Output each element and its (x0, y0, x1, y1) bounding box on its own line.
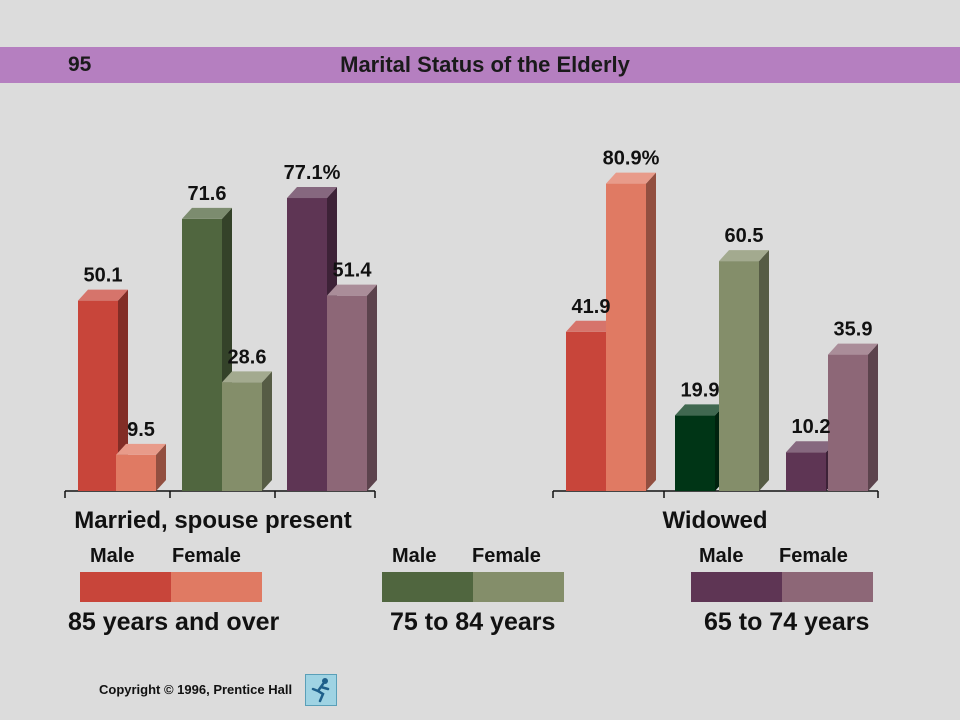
bar-side (156, 443, 166, 491)
bar-top (786, 441, 836, 453)
legend-male-label: Male (90, 545, 135, 567)
legend-female-label: Female (779, 545, 848, 567)
bar-top (116, 443, 166, 455)
bar-side (759, 250, 769, 491)
group-label: Widowed (662, 507, 767, 534)
bar-front (327, 295, 367, 491)
bar-top (182, 207, 232, 219)
legend-age-label: 65 to 74 years (704, 608, 870, 636)
legend-swatch-female (171, 572, 262, 602)
legend-75-84: Male Female 75 to 84 years (382, 545, 567, 645)
bar-top (719, 250, 769, 262)
bar-side (262, 371, 272, 491)
legend-age-label: 85 years and over (68, 608, 280, 636)
bar-front (719, 261, 759, 491)
legend-swatch-male (80, 572, 171, 602)
header-bar: 95 Marital Status of the Elderly (0, 47, 960, 83)
data-label: 28.6 (228, 346, 267, 368)
bar-side (868, 343, 878, 491)
bar-front (182, 218, 222, 492)
bar-female (606, 172, 656, 491)
legend-swatch-male (382, 572, 473, 602)
bar-top (222, 371, 272, 383)
bar-front (566, 331, 606, 491)
bar-top (566, 320, 616, 332)
bar-top (327, 284, 377, 296)
legend-male-label: Male (699, 545, 744, 567)
legend-age-label: 75 to 84 years (390, 608, 556, 636)
legend-swatch-male (691, 572, 782, 602)
bar-top (675, 404, 725, 416)
bar-side (118, 289, 128, 491)
legend-male-label: Male (392, 545, 437, 567)
bar-front (828, 354, 868, 491)
data-label: 35.9 (834, 319, 873, 341)
bar-front (606, 183, 646, 491)
data-label: 71.6 (188, 183, 227, 205)
bar-top (78, 289, 128, 301)
copyright-text: Copyright © 1996, Prentice Hall (99, 682, 293, 697)
data-label: 77.1% (284, 162, 341, 184)
slide-title: Marital Status of the Elderly (340, 52, 630, 77)
data-label: 19.9 (681, 379, 720, 401)
legend-85-plus: Male Female 85 years and over (68, 545, 279, 645)
bar-female (222, 371, 272, 491)
data-label: 41.9 (572, 296, 611, 318)
bar-male (675, 404, 725, 491)
bar-side (646, 172, 656, 491)
legend-female-label: Female (472, 545, 541, 567)
data-label: 10.2 (792, 416, 831, 438)
bar-top (287, 187, 337, 199)
legend-swatch-female (473, 572, 564, 602)
bar-female (719, 250, 769, 491)
slide-number: 95 (68, 53, 92, 76)
bar-female (828, 343, 878, 491)
data-label: 51.4 (333, 260, 373, 282)
bar-front (786, 452, 826, 491)
bar-front (78, 300, 118, 491)
data-label: 60.5 (725, 225, 764, 247)
bar-top (606, 172, 656, 184)
publisher-logo (305, 674, 337, 706)
legend-swatch-female (782, 572, 873, 602)
bar-female (327, 284, 377, 491)
legend-65-74: Male Female 65 to 74 years (691, 545, 876, 645)
bar-front (116, 454, 156, 491)
group-label: Married, spouse present (74, 507, 351, 534)
bar-front (287, 198, 327, 491)
data-label: 50.1 (84, 265, 123, 287)
bar-front (675, 415, 715, 491)
bar-top (828, 343, 878, 355)
bar-female (116, 443, 166, 491)
bar-male (78, 289, 128, 491)
legend-female-label: Female (172, 545, 241, 567)
runner-icon (311, 678, 330, 703)
bar-side (367, 284, 377, 491)
data-label: 9.5 (127, 419, 155, 441)
data-label: 80.9% (603, 148, 660, 170)
bar-front (222, 382, 262, 491)
